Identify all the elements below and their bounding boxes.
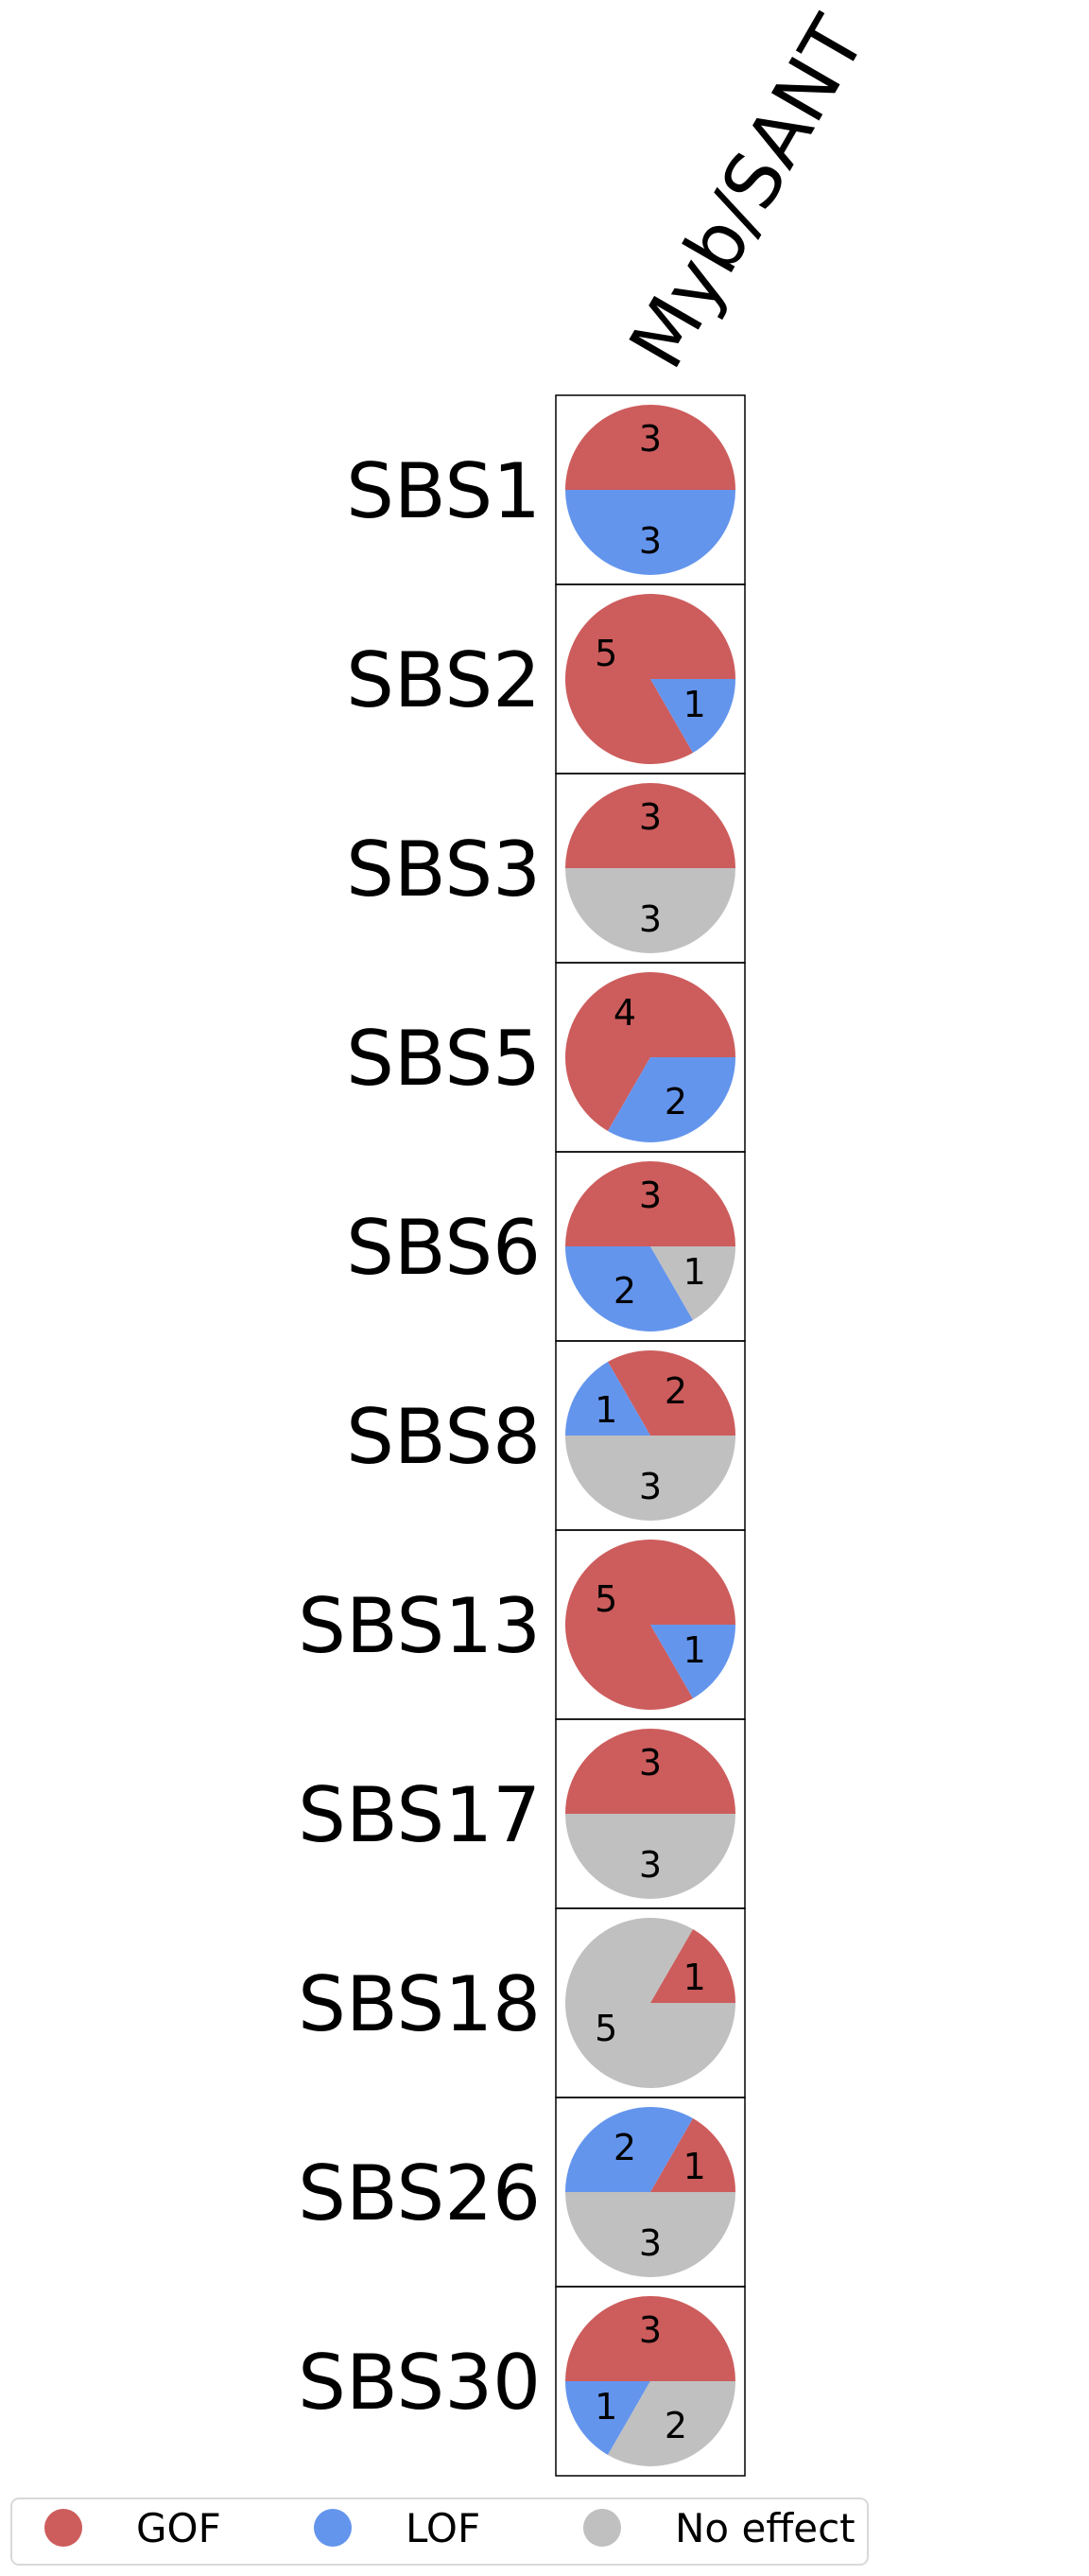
slice-value-label: 3 xyxy=(639,2222,662,2264)
pie-row-sbs2: SBS2 5 1 xyxy=(346,583,746,775)
slice-value-label: 1 xyxy=(683,1629,706,1671)
pie-slice-lof xyxy=(565,2106,693,2192)
slice-value-label: 2 xyxy=(665,2405,687,2446)
pie-slice-no-effect xyxy=(565,2192,735,2277)
slice-value-label: 3 xyxy=(639,1175,662,1216)
pie-row-sbs30: SBS30 31 2 xyxy=(298,2286,746,2477)
column-label: Myb/SANT xyxy=(613,2,883,382)
slice-value-label: 2 xyxy=(665,1370,687,1412)
slice-value-label: 4 xyxy=(614,992,636,1034)
pie-slice-lof xyxy=(565,1246,693,1332)
pie-slice-no-effect xyxy=(565,1814,735,1899)
pie-row-sbs6: SBS6 3 2 1 xyxy=(346,1151,746,1342)
legend-frame xyxy=(10,2498,869,2566)
pie-slice-lof xyxy=(565,490,735,575)
slice-value-label: 1 xyxy=(683,2146,706,2187)
pie-slice-gof xyxy=(608,1350,735,1436)
slice-value-label: 2 xyxy=(614,1270,636,1312)
slice-value-label: 1 xyxy=(683,1251,706,1293)
legend-label-no-effect: No effect xyxy=(675,2505,856,2551)
pie-row-sbs5: SBS5 4 2 xyxy=(346,962,746,1153)
slice-value-label: 5 xyxy=(595,633,617,674)
row-label: SBS13 xyxy=(298,1582,541,1670)
pie-slice-no-effect xyxy=(650,1246,735,1320)
row-label: SBS30 xyxy=(298,2339,541,2427)
slice-value-label: 3 xyxy=(639,796,662,838)
slice-value-label: 3 xyxy=(639,1742,662,1784)
pie-slice-lof xyxy=(565,1362,650,1436)
legend-marker-gof xyxy=(44,2509,82,2547)
pie-slice-gof xyxy=(565,2296,735,2381)
pie-slice-lof xyxy=(650,1625,735,1698)
slice-value-label: 2 xyxy=(614,2127,636,2168)
slice-value-label: 3 xyxy=(639,1466,662,1507)
slice-value-label: 1 xyxy=(595,2386,617,2428)
pie-slice-no-effect xyxy=(565,1436,735,1521)
pie-slice-gof xyxy=(564,972,735,1131)
pie-slice-gof xyxy=(650,1929,735,2003)
pie-row-sbs17: SBS17 3 3 xyxy=(298,1718,746,1909)
row-label: SBS1 xyxy=(346,447,541,535)
legend-label-gof: GOF xyxy=(136,2505,221,2551)
pie-slice-gof xyxy=(565,783,735,868)
slice-value-label: 5 xyxy=(595,1578,617,1620)
pie-slice-no-effect xyxy=(565,1918,735,2089)
pie-slice-gof xyxy=(565,405,735,490)
cell-border xyxy=(555,2286,746,2477)
pie-slice-no-effect xyxy=(565,868,735,953)
pie-slice-lof xyxy=(608,1057,735,1143)
row-label: SBS3 xyxy=(346,826,541,914)
row-label: SBS26 xyxy=(298,2150,541,2237)
row-label: SBS5 xyxy=(346,1015,541,1103)
pie-row-sbs26: SBS26 1 2 3 xyxy=(298,2097,746,2288)
pie-row-sbs1: SBS1 3 3 xyxy=(346,394,746,585)
pie-row-sbs13: SBS13 5 1 xyxy=(298,1529,746,1720)
slice-value-label: 3 xyxy=(639,418,662,460)
pie-slice-no-effect xyxy=(608,2381,735,2467)
legend-label-lof: LOF xyxy=(406,2505,480,2551)
pie-slice-gof xyxy=(650,2118,735,2192)
slice-value-label: 1 xyxy=(683,684,706,725)
slice-value-label: 3 xyxy=(639,1844,662,1886)
row-label: SBS6 xyxy=(346,1204,541,1292)
slice-value-label: 3 xyxy=(639,520,662,562)
row-label: SBS17 xyxy=(298,1771,541,1859)
slice-value-label: 1 xyxy=(683,1957,706,1998)
row-label: SBS2 xyxy=(346,636,541,724)
legend-marker-no-effect xyxy=(583,2509,621,2547)
legend-marker-lof xyxy=(314,2509,352,2547)
pie-row-sbs18: SBS18 1 5 xyxy=(298,1907,746,2098)
slice-value-label: 5 xyxy=(595,2008,617,2049)
pie-row-sbs8: SBS8 2 13 xyxy=(346,1340,746,1531)
pie-slice-gof xyxy=(565,1161,735,1246)
row-label: SBS18 xyxy=(298,1960,541,2048)
pie-slice-gof xyxy=(565,1729,735,1814)
slice-value-label: 3 xyxy=(639,2309,662,2351)
pie-slice-lof xyxy=(565,2381,650,2455)
pie-row-sbs3: SBS3 3 3 xyxy=(346,773,746,964)
row-label: SBS8 xyxy=(346,1393,541,1481)
pie-slice-lof xyxy=(650,679,735,753)
legend: GOF LOF No effect xyxy=(10,2498,869,2566)
slice-value-label: 1 xyxy=(595,1389,617,1431)
slice-value-label: 3 xyxy=(639,898,662,940)
slice-value-label: 2 xyxy=(665,1081,687,1123)
